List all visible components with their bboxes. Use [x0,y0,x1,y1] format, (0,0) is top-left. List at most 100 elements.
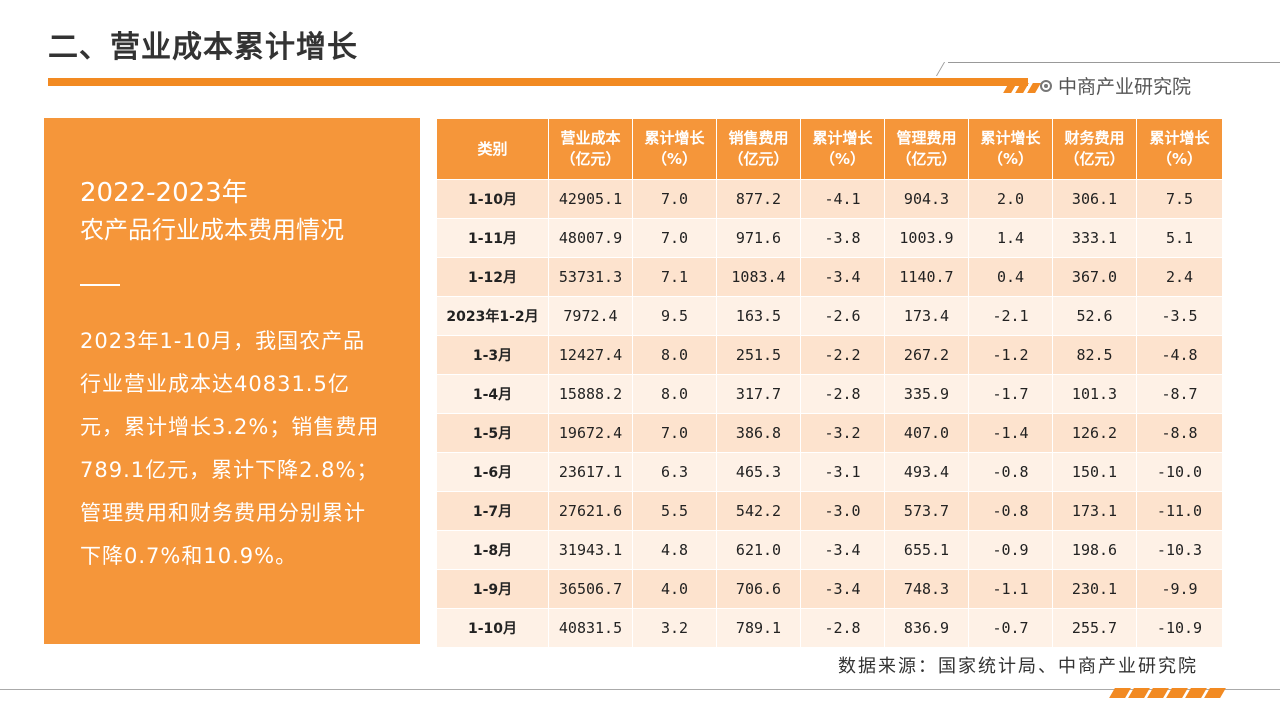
table-cell: -2.2 [800,335,885,375]
row-category: 1-8月 [436,530,549,570]
table-cell: -10.0 [1136,452,1223,492]
table-row: 1-4月 15888.2 8.0 317.7 -2.8 335.9 -1.7 101.3 -8.… [436,374,1223,414]
table-cell: 52.6 [1052,296,1137,336]
table-cell: 40831.5 [548,608,633,648]
header-line-2: （%） [1156,150,1203,168]
table-cell: 7.0 [632,218,717,258]
table-cell: 82.5 [1052,335,1137,375]
header-line-1: 类别 [477,139,508,158]
table-cell: 971.6 [716,218,801,258]
header-line-1: 销售费用 [728,129,789,147]
table-header-cell: 类别 [436,118,549,180]
table-cell: 2.4 [1136,257,1223,297]
table-cell: -3.5 [1136,296,1223,336]
brand: 中商产业研究院 [1040,72,1191,99]
row-category: 2023年1-2月 [436,296,549,336]
row-category: 1-6月 [436,452,549,492]
header-stripes [1003,78,1042,93]
table-cell: 748.3 [884,569,969,609]
table-cell: 465.3 [716,452,801,492]
table-cell: -0.8 [968,452,1053,492]
table-row: 1-10月 40831.5 3.2 789.1 -2.8 836.9 -0.7 255.7 -1… [436,608,1223,648]
data-source: 数据来源：国家统计局、中商产业研究院 [838,656,1198,677]
cost-table: 类别 营业成本 （亿元） 累计增长 （%） 销售费用 （亿元） 累计增长 （%） 管理费用 （亿元）… [436,118,1223,648]
table-header-cell: 营业成本 （亿元） [548,118,633,180]
table-cell: 126.2 [1052,413,1137,453]
summary-year: 2022-2023年 [80,178,248,208]
table-cell: 1083.4 [716,257,801,297]
table-header-cell: 管理费用 （亿元） [884,118,969,180]
table-row: 1-5月 19672.4 7.0 386.8 -3.2 407.0 -1.4 126.2 -8.… [436,413,1223,453]
table-cell: 542.2 [716,491,801,531]
table-cell: 655.1 [884,530,969,570]
table-cell: 23617.1 [548,452,633,492]
table-cell: -2.8 [800,608,885,648]
table-cell: 9.5 [632,296,717,336]
table-row: 1-3月 12427.4 8.0 251.5 -2.2 267.2 -1.2 82.5 -4.8 [436,335,1223,375]
header-line-1: 管理费用 [896,129,957,147]
page-title: 二、营业成本累计增长 [48,30,358,65]
header-line-1: 营业成本 [560,129,621,147]
table-cell: -2.6 [800,296,885,336]
table-cell: -0.8 [968,491,1053,531]
table-cell: 31943.1 [548,530,633,570]
table-cell: -8.7 [1136,374,1223,414]
table-cell: 36506.7 [548,569,633,609]
table-cell: 5.5 [632,491,717,531]
table-header-cell: 累计增长 （%） [1136,118,1223,180]
table-cell: 386.8 [716,413,801,453]
table-row: 2023年1-2月 7972.4 9.5 163.5 -2.6 173.4 -2.1 52.6… [436,296,1223,336]
table-row: 1-8月 31943.1 4.8 621.0 -3.4 655.1 -0.9 198.6 -10… [436,530,1223,570]
table-cell: 706.6 [716,569,801,609]
table-cell: 621.0 [716,530,801,570]
row-category: 1-3月 [436,335,549,375]
table-cell: 150.1 [1052,452,1137,492]
table-cell: -4.8 [1136,335,1223,375]
table-cell: -10.3 [1136,530,1223,570]
table-cell: 7.5 [1136,179,1223,219]
header-line-1: 财务费用 [1064,129,1125,147]
table-cell: 267.2 [884,335,969,375]
brand-name: 中商产业研究院 [1058,76,1192,98]
table-cell: -1.1 [968,569,1053,609]
table-cell: 27621.6 [548,491,633,531]
table-header-cell: 累计增长 （%） [800,118,885,180]
row-category: 1-11月 [436,218,549,258]
table-cell: 789.1 [716,608,801,648]
table-cell: -2.8 [800,374,885,414]
table-cell: 306.1 [1052,179,1137,219]
footer-line [0,689,1280,690]
table-cell: 573.7 [884,491,969,531]
table-header-cell: 累计增长 （%） [968,118,1053,180]
table-cell: 367.0 [1052,257,1137,297]
summary-panel: 2022-2023年 农产品行业成本费用情况 2023年1-10月，我国农产品行… [44,118,420,644]
table-cell: 19672.4 [548,413,633,453]
header-line-2: （%） [651,150,698,168]
table-cell: 877.2 [716,179,801,219]
table-cell: 7.0 [632,413,717,453]
header-line-1: 累计增长 [1149,129,1210,147]
table-cell: 163.5 [716,296,801,336]
table-cell: -3.0 [800,491,885,531]
header-line-2: （亿元） [728,150,789,168]
table-cell: -3.8 [800,218,885,258]
table-cell: 407.0 [884,413,969,453]
table-cell: 101.3 [1052,374,1137,414]
table-cell: 53731.3 [548,257,633,297]
table-cell: -3.2 [800,413,885,453]
table-cell: 493.4 [884,452,969,492]
table-cell: 5.1 [1136,218,1223,258]
table-row: 1-11月 48007.9 7.0 971.6 -3.8 1003.9 1.4 333.1 5.… [436,218,1223,258]
table-header-cell: 财务费用 （亿元） [1052,118,1137,180]
header-line-2: （%） [987,150,1034,168]
table-cell: -9.9 [1136,569,1223,609]
header-thin-line [948,62,1280,63]
table-cell: 48007.9 [548,218,633,258]
row-category: 1-5月 [436,413,549,453]
header-line-2: （亿元） [1064,150,1125,168]
table-cell: -3.4 [800,530,885,570]
table-cell: 15888.2 [548,374,633,414]
table-cell: 198.6 [1052,530,1137,570]
table-cell: -1.4 [968,413,1053,453]
table-cell: 173.1 [1052,491,1137,531]
